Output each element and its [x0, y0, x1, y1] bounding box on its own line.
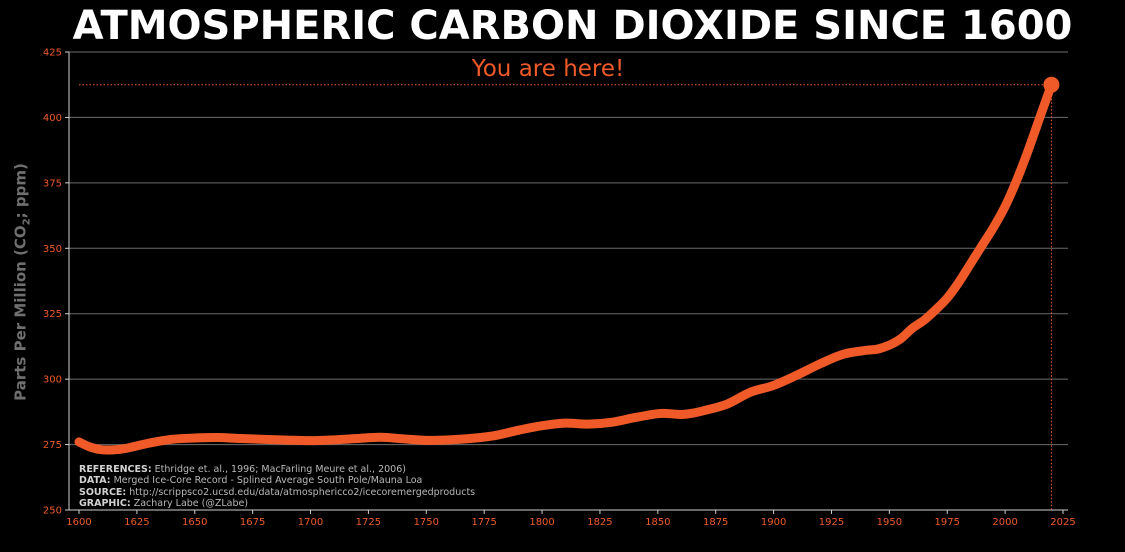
- x-tick-label-1925: 1925: [819, 517, 844, 528]
- x-tick-label-1650: 1650: [182, 517, 207, 528]
- reference-line-source: SOURCE: http://scrippsco2.ucsd.edu/data/…: [79, 486, 476, 498]
- co2-series-line: [74, 80, 1056, 455]
- x-tick-label-1800: 1800: [529, 517, 554, 528]
- y-tick-label-425: 425: [43, 48, 62, 59]
- y-tick-label-375: 375: [43, 178, 62, 189]
- chart-title: ATMOSPHERIC CARBON DIOXIDE SINCE 1600: [72, 3, 1073, 49]
- reference-line-graphic: GRAPHIC: Zachary Labe (@ZLabe): [79, 497, 249, 509]
- x-tick-label-1900: 1900: [761, 517, 786, 528]
- x-tick-label-1975: 1975: [935, 517, 960, 528]
- x-tick-label-1625: 1625: [124, 517, 149, 528]
- axes: [65, 51, 1068, 514]
- y-axis-label: Parts Per Million (CO2; ppm): [11, 163, 33, 401]
- references-block: REFERENCES: Ethridge et. al., 1996; MacF…: [79, 464, 475, 509]
- x-tick-label-1600: 1600: [66, 517, 91, 528]
- x-tick-label-1850: 1850: [645, 517, 670, 528]
- y-tick-label-400: 400: [43, 113, 62, 124]
- gridlines: [68, 51, 1068, 446]
- x-tick-label-1775: 1775: [471, 517, 496, 528]
- y-tick-label-350: 350: [43, 244, 62, 255]
- y-tick-label-325: 325: [43, 309, 62, 320]
- x-tick-label-1950: 1950: [877, 517, 902, 528]
- y-tick-label-300: 300: [43, 375, 62, 386]
- x-tick-label-1750: 1750: [414, 517, 439, 528]
- tick-labels: 250 275 300 325 350 375 400 425 1600 1625 1650 1675…: [43, 48, 1076, 529]
- reference-lines: [79, 84, 1052, 510]
- you-are-here-annotation: You are here!: [471, 56, 625, 82]
- y-tick-label-250: 250: [43, 506, 62, 517]
- x-tick-label-2000: 2000: [992, 517, 1017, 528]
- x-tick-label-1675: 1675: [240, 517, 265, 528]
- x-tick-label-1825: 1825: [587, 517, 612, 528]
- series-layer: [74, 76, 1060, 455]
- x-tick-label-1875: 1875: [703, 517, 728, 528]
- reference-line-references: REFERENCES: Ethridge et. al., 1996; MacF…: [79, 464, 406, 475]
- x-tick-label-1725: 1725: [356, 517, 381, 528]
- x-tick-label-2025: 2025: [1050, 517, 1075, 528]
- you-are-here-point: [1043, 76, 1060, 93]
- x-tick-label-1700: 1700: [298, 517, 323, 528]
- y-tick-label-275: 275: [43, 440, 62, 451]
- reference-line-data: DATA: Merged Ice-Core Record - Splined A…: [79, 475, 423, 487]
